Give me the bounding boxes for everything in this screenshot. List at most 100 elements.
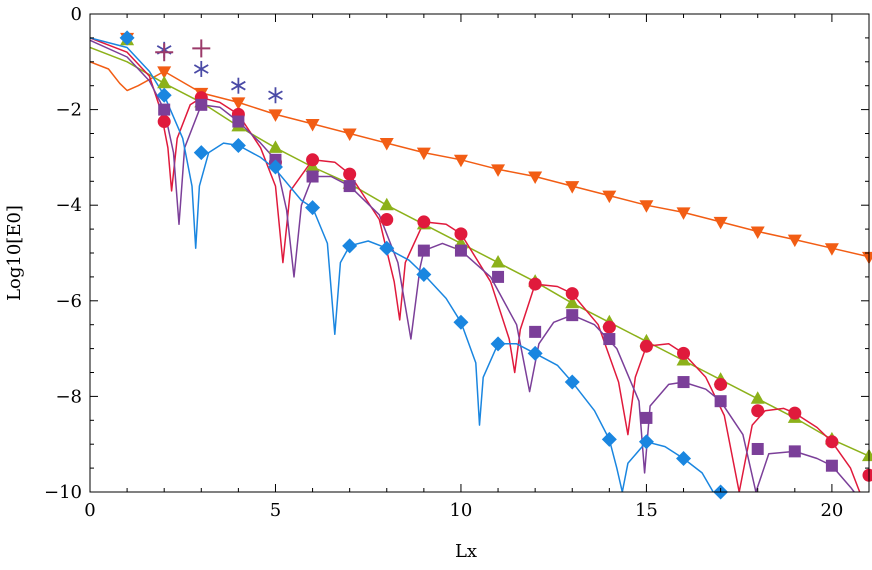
series-point-diamond bbox=[676, 451, 692, 467]
series-point-circle bbox=[380, 213, 394, 227]
asterisk-stroke bbox=[231, 80, 246, 91]
series-point-diamond bbox=[342, 238, 358, 254]
x-tick-label: 0 bbox=[84, 500, 95, 521]
series-point-diamond bbox=[230, 137, 246, 153]
series-point-square bbox=[158, 103, 171, 116]
series-point-triangle-up bbox=[157, 75, 172, 89]
series-point-circle bbox=[751, 404, 765, 418]
series-point-triangle-up bbox=[491, 255, 506, 268]
series-point-circle bbox=[639, 339, 653, 353]
y-axis-label: Log10[E0] bbox=[4, 205, 25, 301]
series-point-circle bbox=[788, 406, 802, 420]
series-point-square bbox=[529, 325, 542, 338]
series-point-diamond bbox=[490, 336, 506, 352]
series-point-triangle-down bbox=[416, 147, 431, 161]
x-axis-label: Lx bbox=[455, 541, 477, 562]
series-point-square bbox=[492, 270, 505, 283]
series-point-square bbox=[677, 376, 690, 389]
series-point-circle bbox=[677, 346, 691, 360]
series-point-square bbox=[232, 115, 245, 128]
series-point-triangle-down bbox=[862, 251, 872, 265]
y-tick-label: −8 bbox=[55, 386, 82, 407]
series-point-square bbox=[714, 395, 727, 408]
series-point-diamond bbox=[193, 145, 209, 161]
series-point-triangle-down bbox=[787, 234, 802, 248]
series-point-circle bbox=[714, 377, 728, 391]
series-point-triangle-down bbox=[268, 109, 283, 122]
series-point-square bbox=[195, 98, 208, 111]
series-point-triangle-up bbox=[750, 391, 765, 404]
series-point-triangle-down bbox=[639, 200, 654, 213]
series-point-diamond bbox=[416, 267, 432, 283]
series-point-diamond bbox=[564, 374, 580, 390]
ticks-layer: 0 5 10 15 20 0 −2 −4 −6 −8 −10 bbox=[44, 4, 870, 521]
series-point-plus bbox=[192, 39, 211, 58]
series-point-diamond bbox=[527, 345, 543, 361]
series-point-circle bbox=[825, 435, 839, 449]
x-tick-label: 5 bbox=[270, 500, 281, 521]
series-curve-diamond bbox=[90, 37, 714, 492]
series-point-circle bbox=[862, 468, 872, 482]
series-point-triangle-up bbox=[268, 140, 283, 153]
y-tick-label: −6 bbox=[55, 291, 82, 312]
y-tick-label: −2 bbox=[55, 100, 82, 121]
series-point-diamond bbox=[453, 314, 469, 330]
asterisk-stroke bbox=[193, 64, 209, 74]
y-tick-label: −4 bbox=[55, 195, 82, 216]
series-point-diamond bbox=[601, 431, 617, 447]
series-point-triangle-down bbox=[602, 190, 617, 204]
series-point-diamond bbox=[638, 434, 654, 450]
series-point-triangle-down bbox=[379, 138, 394, 151]
series-point-triangle-down bbox=[565, 181, 580, 194]
series-point-triangle-up bbox=[862, 448, 872, 462]
series-point-circle bbox=[565, 287, 579, 301]
y-tick-label: 0 bbox=[71, 4, 82, 25]
series-point-triangle-up bbox=[565, 295, 580, 309]
series-point-square bbox=[417, 244, 430, 257]
series-point-circle bbox=[602, 320, 616, 334]
series-point-circle bbox=[157, 115, 171, 129]
y-tick-label: −10 bbox=[44, 482, 82, 503]
series-point-square bbox=[603, 333, 616, 346]
series-point-triangle-down bbox=[528, 171, 543, 185]
series-point-diamond bbox=[379, 240, 395, 256]
series-point-diamond bbox=[267, 159, 283, 175]
series-point-square bbox=[640, 411, 653, 424]
series-point-triangle-down bbox=[342, 128, 357, 141]
series-point-plus bbox=[155, 43, 174, 62]
series-point-square bbox=[306, 170, 319, 183]
series-point-asterisk bbox=[193, 60, 209, 77]
series-point-circle bbox=[417, 215, 431, 229]
series-point-square bbox=[566, 309, 579, 322]
series-point-triangle-down bbox=[453, 154, 468, 168]
series-point-asterisk bbox=[231, 77, 246, 94]
series-point-circle bbox=[454, 227, 468, 241]
series-point-triangle-down bbox=[676, 207, 691, 220]
series-point-triangle-up bbox=[379, 197, 394, 211]
series-point-square bbox=[825, 459, 838, 472]
series-point-diamond bbox=[119, 30, 135, 46]
x-tick-label: 15 bbox=[635, 500, 658, 521]
series-point-triangle-down bbox=[305, 118, 320, 132]
series-point-circle bbox=[343, 167, 357, 181]
series-point-triangle-down bbox=[713, 216, 728, 230]
x-tick-label: 20 bbox=[820, 500, 843, 521]
series-point-circle bbox=[528, 277, 542, 291]
series-point-square bbox=[454, 244, 467, 257]
series-point-diamond bbox=[305, 200, 321, 216]
series-point-triangle-down bbox=[824, 243, 839, 256]
series-point-triangle-down bbox=[750, 226, 765, 239]
series-point-triangle-down bbox=[157, 66, 172, 79]
series-point-square bbox=[788, 445, 801, 458]
series-point-asterisk bbox=[268, 87, 283, 104]
series-point-circle bbox=[306, 153, 320, 167]
asterisk-stroke bbox=[268, 90, 283, 101]
series-point-square bbox=[751, 442, 764, 455]
series-point-triangle-down bbox=[231, 97, 246, 110]
series-point-triangle-down bbox=[491, 164, 506, 177]
x-tick-label: 10 bbox=[449, 500, 472, 521]
markers-layer bbox=[119, 30, 872, 500]
series-point-square bbox=[343, 180, 356, 193]
series-curve-triangle-up bbox=[90, 46, 869, 457]
